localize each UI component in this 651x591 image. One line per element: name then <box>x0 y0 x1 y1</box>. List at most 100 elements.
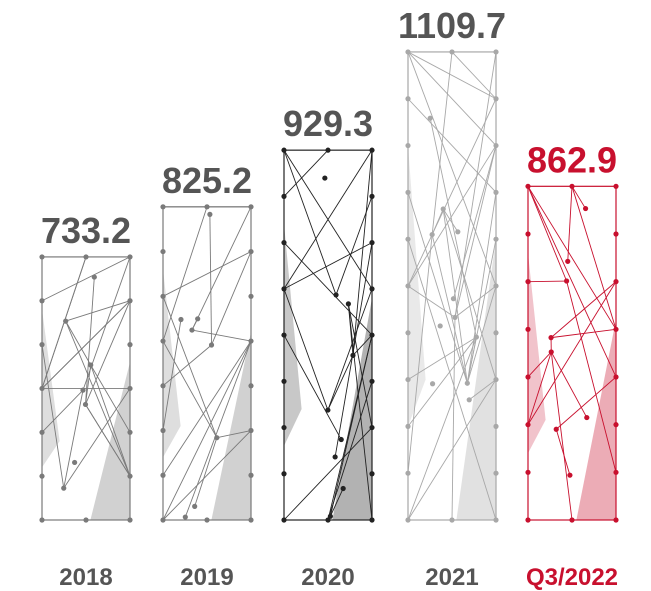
pattern-node <box>127 517 133 523</box>
pattern-line <box>283 150 337 296</box>
pattern-line <box>283 288 329 411</box>
pattern-node <box>248 383 254 389</box>
pattern-line <box>407 336 477 380</box>
pattern-node <box>327 513 333 519</box>
pattern-line <box>527 281 617 425</box>
pattern-line <box>431 234 468 384</box>
pattern-line <box>451 51 497 100</box>
pattern-node <box>493 142 499 149</box>
bar-shade <box>408 145 426 427</box>
pattern-node <box>565 258 571 264</box>
pattern-line <box>347 303 373 521</box>
pattern-line <box>41 389 84 433</box>
pattern-node <box>204 517 210 523</box>
pattern-line <box>567 186 573 262</box>
pattern-node <box>127 429 133 435</box>
bar-shade <box>332 298 372 520</box>
pattern-line <box>65 300 131 322</box>
pattern-line <box>550 281 617 338</box>
pattern-node <box>281 471 287 477</box>
pattern-node <box>493 236 499 242</box>
pattern-line <box>283 149 373 290</box>
pattern-node <box>63 318 69 324</box>
pattern-node <box>405 330 411 336</box>
pattern-node <box>548 335 554 341</box>
pattern-line <box>407 336 477 521</box>
pattern-line <box>407 234 433 474</box>
bar-shade <box>211 332 251 520</box>
pattern-node <box>405 376 411 383</box>
pattern-line <box>466 239 497 384</box>
pattern-line <box>347 303 354 356</box>
pattern-node <box>525 183 531 189</box>
pattern-line <box>162 319 182 431</box>
pattern-node <box>350 352 356 358</box>
pattern-node <box>192 503 198 509</box>
pattern-node <box>281 193 287 199</box>
pattern-node <box>195 316 201 322</box>
pattern-line <box>571 186 617 330</box>
pattern-node <box>281 147 287 153</box>
pattern-node <box>553 426 559 432</box>
pattern-node <box>39 473 45 479</box>
pattern-line <box>466 192 497 384</box>
pattern-line <box>442 208 459 233</box>
pattern-node <box>322 175 328 181</box>
pattern-node <box>39 429 45 435</box>
pattern-node <box>493 96 499 102</box>
pattern-node <box>281 332 287 338</box>
pattern-line <box>90 364 131 477</box>
pattern-line <box>334 242 373 458</box>
pattern-node <box>584 414 590 421</box>
pattern-node <box>332 454 338 460</box>
pattern-node <box>160 472 166 478</box>
pattern-node <box>127 342 133 348</box>
pattern-node <box>464 380 470 386</box>
pattern-node <box>80 387 86 393</box>
pattern-node <box>208 342 215 348</box>
pattern-line <box>407 51 497 100</box>
pattern-node <box>160 383 166 389</box>
pattern-node <box>160 204 166 210</box>
pattern-node <box>325 407 331 413</box>
pattern-node <box>525 422 531 428</box>
pattern-node <box>405 49 411 55</box>
pattern-node <box>369 517 375 523</box>
pattern-node <box>493 376 499 383</box>
pattern-line <box>327 381 373 521</box>
pattern-node <box>207 211 213 217</box>
pattern-line <box>162 340 252 521</box>
bar-group <box>525 183 619 523</box>
pattern-line <box>454 285 497 318</box>
pattern-node <box>405 283 411 289</box>
pattern-node <box>281 424 287 431</box>
pattern-node <box>204 204 210 210</box>
pattern-node <box>88 362 94 368</box>
pattern-line <box>468 379 497 401</box>
pattern-line <box>327 355 354 411</box>
pattern-node <box>493 330 499 336</box>
pattern-line <box>283 242 373 336</box>
pattern-node <box>333 292 339 298</box>
bar-group <box>405 49 499 523</box>
bar-shade <box>90 362 130 520</box>
pattern-line <box>352 334 373 356</box>
pattern-node <box>493 283 499 289</box>
pattern-node <box>473 334 479 340</box>
pattern-line <box>527 186 568 282</box>
pattern-node <box>281 286 287 292</box>
pattern-node <box>338 436 344 443</box>
pattern-line <box>527 280 567 283</box>
pattern-node <box>525 231 531 237</box>
pattern-node <box>160 293 166 299</box>
pattern-node <box>493 423 499 429</box>
pattern-line <box>162 340 252 476</box>
pattern-line <box>566 280 617 473</box>
pattern-node <box>613 469 619 475</box>
pattern-node <box>563 278 570 284</box>
pattern-line <box>550 351 573 521</box>
pattern-node <box>160 338 166 344</box>
pattern-node <box>248 472 254 478</box>
value-label: 929.3 <box>283 103 373 144</box>
